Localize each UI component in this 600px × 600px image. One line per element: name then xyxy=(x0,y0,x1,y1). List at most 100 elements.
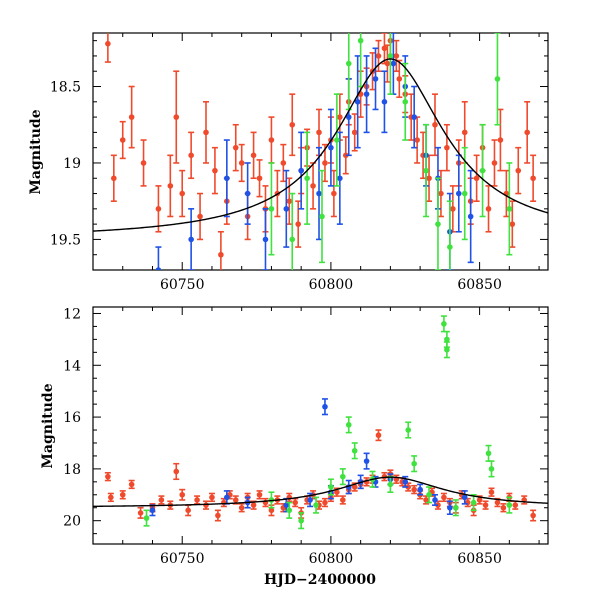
green-data-point xyxy=(485,444,492,462)
blue-data-point xyxy=(363,452,370,470)
green-data-point xyxy=(443,341,450,359)
red-data-point xyxy=(256,159,263,198)
red-data-point xyxy=(515,146,522,195)
green-data-point xyxy=(494,33,501,126)
green-data-point xyxy=(351,442,358,460)
green-data-point xyxy=(286,501,293,519)
red-data-point xyxy=(268,504,275,517)
green-data-point xyxy=(434,177,441,270)
green-data-point xyxy=(318,169,325,264)
green-data-point xyxy=(304,131,311,225)
red-data-point xyxy=(375,39,382,73)
blue-data-point xyxy=(336,131,343,225)
red-data-point xyxy=(232,123,239,172)
blue-data-point xyxy=(417,483,424,496)
red-data-point xyxy=(128,85,135,149)
x-tick-label: 60850 xyxy=(457,551,502,567)
y-tick-label: 18.5 xyxy=(50,80,81,96)
red-data-point xyxy=(396,59,403,99)
green-data-point xyxy=(298,512,305,530)
green-data-point xyxy=(426,486,433,504)
green-data-point xyxy=(506,496,513,514)
y-tick-label: 19.5 xyxy=(50,232,81,248)
red-data-point xyxy=(137,506,144,519)
x-tick-label: 60850 xyxy=(457,277,502,293)
red-data-point xyxy=(262,497,269,508)
blue-data-point xyxy=(244,162,251,225)
green-data-point xyxy=(402,62,409,141)
blue-data-point xyxy=(372,47,379,111)
red-data-point xyxy=(524,101,531,164)
red-data-point xyxy=(310,162,317,210)
red-data-point xyxy=(485,185,492,233)
y-tick-label: 18 xyxy=(63,462,81,478)
green-data-point xyxy=(479,123,486,218)
red-data-point xyxy=(473,154,480,202)
blue-data-point xyxy=(316,146,323,241)
y-tick-label: 12 xyxy=(63,306,81,322)
blue-data-point xyxy=(381,70,388,134)
red-data-point xyxy=(494,497,501,508)
blue-data-point xyxy=(321,398,328,416)
red-data-point xyxy=(289,93,296,157)
blue-data-point xyxy=(262,208,269,270)
green-data-point xyxy=(506,162,513,256)
red-data-point xyxy=(197,192,204,241)
red-data-point xyxy=(140,139,147,187)
green-data-point xyxy=(289,192,296,270)
red-data-point xyxy=(179,488,186,501)
green-data-point xyxy=(470,493,477,512)
red-data-point xyxy=(173,462,180,481)
red-data-point xyxy=(155,185,162,233)
green-data-point xyxy=(313,496,320,514)
blue-data-point xyxy=(431,493,438,506)
green-data-point xyxy=(339,468,346,486)
green-data-point xyxy=(327,478,334,496)
red-data-point xyxy=(351,113,358,152)
red-data-point xyxy=(158,495,165,505)
green-data-point xyxy=(461,146,468,241)
red-data-point xyxy=(414,116,421,164)
green-data-point xyxy=(345,416,352,434)
bottom-plot-frame xyxy=(92,306,549,545)
top-model-curve xyxy=(93,58,548,232)
blue-data-point xyxy=(188,208,195,270)
green-data-point xyxy=(423,123,430,218)
y-tick-label: 14 xyxy=(63,358,81,374)
red-data-point xyxy=(443,123,450,172)
x-tick-label: 60800 xyxy=(309,551,354,567)
blue-data-point xyxy=(411,85,418,149)
blue-data-point xyxy=(467,169,474,264)
blue-data-point xyxy=(283,169,290,248)
blue-data-point xyxy=(155,246,162,270)
red-data-point xyxy=(167,500,174,510)
red-data-point xyxy=(464,497,471,508)
red-data-point xyxy=(280,143,287,183)
red-data-point xyxy=(286,492,293,503)
green-data-point xyxy=(345,33,352,111)
blue-data-point xyxy=(223,139,230,218)
blue-data-point xyxy=(327,108,334,187)
bottom-data-points xyxy=(104,315,537,530)
red-data-point xyxy=(491,139,498,187)
red-data-point xyxy=(211,146,218,195)
top-y-axis-label: Magnitude xyxy=(28,109,44,194)
blue-data-point xyxy=(298,131,305,210)
green-data-point xyxy=(405,421,412,439)
red-data-point xyxy=(250,131,257,180)
red-data-point xyxy=(104,471,111,482)
red-data-point xyxy=(497,108,504,172)
green-data-point xyxy=(333,93,340,187)
red-data-point xyxy=(381,471,388,482)
blue-data-point xyxy=(455,154,462,233)
red-data-point xyxy=(128,479,135,490)
y-tick-label: 16 xyxy=(63,410,81,426)
red-data-point xyxy=(256,490,263,500)
green-data-point xyxy=(452,499,459,517)
red-data-point xyxy=(238,503,245,513)
blue-data-point xyxy=(363,55,370,134)
red-data-point xyxy=(530,154,537,202)
top-data-points xyxy=(104,33,537,270)
red-data-point xyxy=(107,492,114,503)
